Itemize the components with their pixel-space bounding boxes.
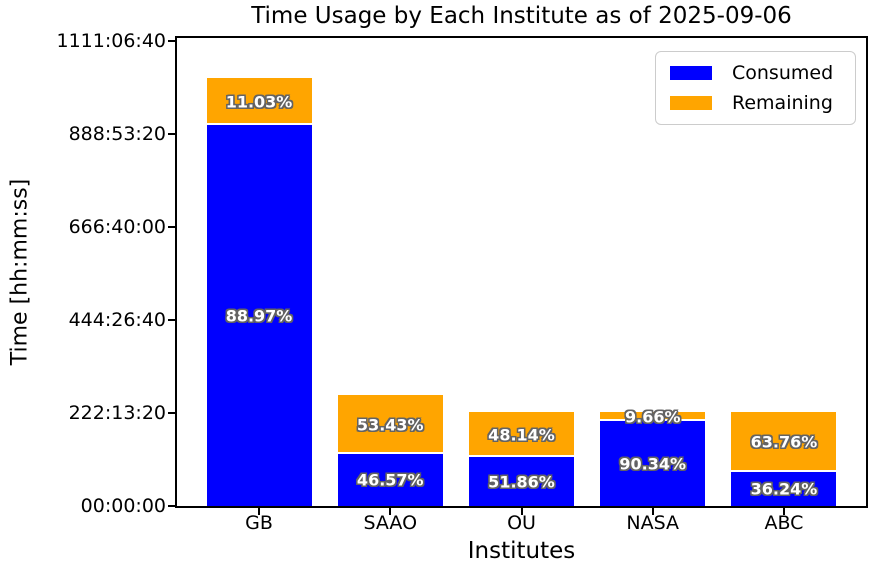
remaining-percent-label: 9.66% [624,407,681,427]
y-tick-label: 1111:06:40 [56,29,166,52]
y-axis-label: Time [hh:mm:ss] [7,178,33,366]
bar-consumed-nasa [600,421,706,506]
x-tick-mark [389,508,392,515]
bar-remaining-ou [469,412,574,458]
x-tick-mark [782,508,785,515]
consumed-percent-label: 90.34% [619,454,687,474]
y-tick-label: 888:53:20 [68,122,166,145]
x-tick-mark [651,508,654,515]
y-tick-mark [168,318,176,321]
x-tick-label-nasa: NASA [626,512,680,534]
consumed-percent-label: 88.97% [225,306,293,326]
bar-remaining-gb [206,78,312,126]
y-tick-label: 00:00:00 [80,495,166,517]
legend-entry-remaining: Remaining [670,92,841,114]
x-axis-label: Institutes [467,538,576,564]
remaining-percent-label: 53.43% [356,415,424,435]
legend-label-remaining: Remaining [732,92,833,114]
remaining-percent-label: 48.14% [488,425,555,445]
y-tick-mark [168,39,176,42]
bar-remaining-saao [337,395,443,455]
consumed-swatch-icon [670,66,712,80]
y-tick-label: 444:26:40 [68,308,166,331]
legend-entry-consumed: Consumed [670,62,841,84]
x-tick-mark [258,508,261,515]
bar-consumed-ou [469,457,574,506]
remaining-percent-label: 63.76% [750,432,818,452]
bar-remaining-abc [731,412,837,473]
x-tick-mark [520,508,523,515]
consumed-percent-label: 51.86% [488,472,555,492]
y-tick-mark [168,505,176,507]
y-tick-mark [168,412,176,414]
bar-remaining-nasa [600,412,706,422]
consumed-percent-label: 36.24% [750,479,818,499]
legend-label-consumed: Consumed [732,62,834,84]
y-tick-mark [168,132,176,135]
x-tick-label-ou: OU [507,512,536,534]
x-tick-label-gb: GB [245,512,273,534]
chart-title: Time Usage by Each Institute as of 2025-… [251,3,792,29]
remaining-swatch-icon [670,96,712,110]
y-tick-label: 222:13:20 [68,402,166,424]
y-tick-label: 666:40:00 [68,215,166,238]
y-tick-mark [168,225,176,228]
legend: Consumed Remaining [655,51,856,125]
bar-consumed-gb [206,125,312,506]
plot-area: 88.97% 11.03% 46.57% 53.43% 51.86% 48.14% 90.3… [175,36,868,508]
bar-consumed-saao [337,454,443,506]
x-tick-label-abc: ABC [764,512,804,534]
consumed-percent-label: 46.57% [356,470,424,490]
bar-consumed-abc [731,472,837,506]
remaining-percent-label: 11.03% [225,92,293,112]
x-tick-label-saao: SAAO [363,512,418,534]
